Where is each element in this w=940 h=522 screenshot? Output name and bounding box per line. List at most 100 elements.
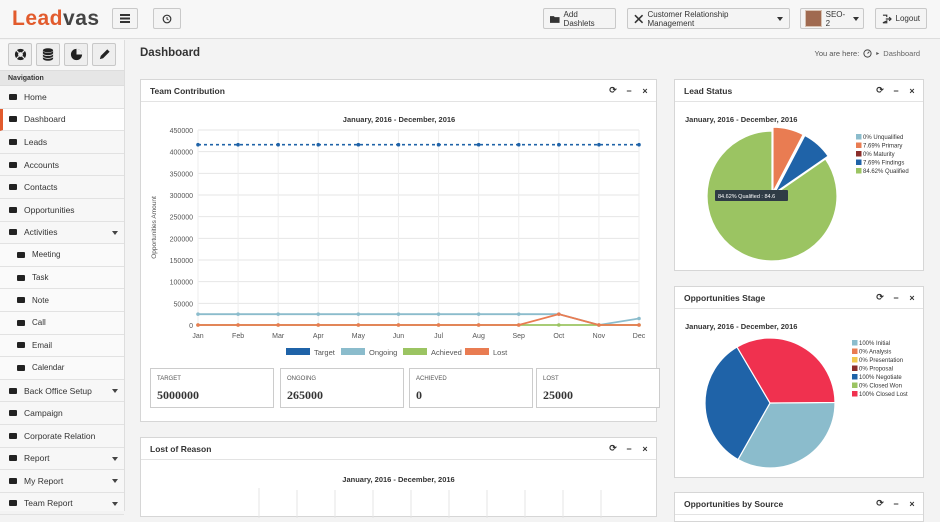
refresh-icon[interactable]: ⟳ xyxy=(609,443,617,453)
pie-slice[interactable] xyxy=(774,134,829,194)
refresh-icon[interactable]: ⟳ xyxy=(609,85,617,95)
legend-swatch xyxy=(852,374,858,380)
user-name: SEO-2 xyxy=(825,9,846,28)
panel-controls: ⟳ − × xyxy=(876,85,916,96)
user-menu[interactable]: SEO-2 xyxy=(800,8,864,29)
module-dropdown[interactable]: Customer Relationship Management xyxy=(627,8,790,29)
close-icon[interactable]: × xyxy=(909,498,915,509)
sidebar-item-campaign[interactable]: Campaign xyxy=(0,402,124,425)
data-point-target[interactable] xyxy=(356,142,361,147)
sidebar-item-call[interactable]: Call xyxy=(0,311,124,335)
pie-slice[interactable] xyxy=(704,346,771,461)
sidebar-item-dashboard[interactable]: Dashboard xyxy=(0,108,124,132)
logo-part-1: Lead xyxy=(12,7,64,30)
data-point-target[interactable] xyxy=(276,142,280,147)
refresh-icon[interactable]: ⟳ xyxy=(876,292,884,302)
data-point-ongoing[interactable] xyxy=(476,312,481,316)
history-icon xyxy=(162,14,172,23)
add-dashlets-button[interactable]: Add Dashlets xyxy=(543,8,616,29)
support-tool-button[interactable] xyxy=(8,43,32,66)
sidebar-nav-list: Home Dashboard Leads Accounts Contacts Opport… xyxy=(0,86,124,516)
data-point-lost[interactable] xyxy=(476,323,481,327)
pie-slice[interactable] xyxy=(736,337,836,404)
legend-item-achieved[interactable]: Achieved xyxy=(403,348,462,357)
data-point-target[interactable] xyxy=(597,142,601,147)
minimize-icon[interactable]: − xyxy=(893,498,899,509)
app-logo[interactable]: Leadvas xyxy=(12,7,100,31)
data-point-ongoing[interactable] xyxy=(436,312,441,316)
sidebar-item-corporate-relation[interactable]: Corporate Relation xyxy=(0,425,124,448)
close-icon[interactable]: × xyxy=(642,443,648,454)
minimize-icon[interactable]: − xyxy=(626,443,632,454)
data-point-target[interactable] xyxy=(236,142,240,147)
minimize-icon[interactable]: − xyxy=(893,292,899,303)
sidebar-item-home[interactable]: Home xyxy=(0,86,124,109)
data-point-ongoing[interactable] xyxy=(637,316,641,321)
data-point-ongoing[interactable] xyxy=(236,312,240,316)
data-point-target[interactable] xyxy=(436,142,441,147)
data-point-ongoing[interactable] xyxy=(396,312,401,316)
breadcrumb-current[interactable]: Dashboard xyxy=(883,49,920,58)
close-icon[interactable]: × xyxy=(642,85,648,96)
sidebar-item-calendar[interactable]: Calendar xyxy=(0,357,124,380)
sidebar-item-activities[interactable]: Activities xyxy=(0,222,124,245)
sidebar-item-report[interactable]: Report xyxy=(0,448,124,471)
data-point-lost[interactable] xyxy=(436,323,441,327)
data-point-lost[interactable] xyxy=(196,323,200,327)
pie-slice[interactable] xyxy=(737,401,836,469)
edit-tool-button[interactable] xyxy=(92,43,116,66)
data-point-lost[interactable] xyxy=(356,323,361,327)
sidebar-item-task[interactable]: Task xyxy=(0,266,124,290)
database-tool-button[interactable] xyxy=(36,43,60,66)
data-point-ongoing[interactable] xyxy=(516,312,521,316)
sidebar-item-back-office-setup[interactable]: Back Office Setup xyxy=(0,380,124,403)
legend-item-lost[interactable]: Lost xyxy=(465,348,508,357)
data-point-lost[interactable] xyxy=(236,323,240,327)
data-point-ongoing[interactable] xyxy=(316,312,321,316)
data-point-target[interactable] xyxy=(196,142,200,147)
history-button[interactable] xyxy=(153,8,181,29)
legend-swatch xyxy=(856,134,862,140)
data-point-lost[interactable] xyxy=(637,323,641,327)
sidebar-item-leads[interactable]: Leads xyxy=(0,131,124,154)
kpi-ongoing: ONGOING 265000 xyxy=(280,368,404,408)
data-point-achieved[interactable] xyxy=(557,323,561,327)
refresh-icon[interactable]: ⟳ xyxy=(876,85,884,95)
legend-item-target[interactable]: Target xyxy=(286,348,336,357)
sidebar-item-accounts[interactable]: Accounts xyxy=(0,154,124,177)
data-point-target[interactable] xyxy=(316,142,321,147)
menu-toggle-button[interactable] xyxy=(112,8,138,29)
data-point-target[interactable] xyxy=(476,142,481,147)
data-point-target[interactable] xyxy=(516,142,521,147)
data-point-target[interactable] xyxy=(637,142,641,147)
sidebar-item-opportunities[interactable]: Opportunities xyxy=(0,199,124,222)
data-point-ongoing[interactable] xyxy=(276,312,280,316)
sidebar-item-team-report[interactable]: Team Report xyxy=(0,493,124,516)
data-point-lost[interactable] xyxy=(396,323,401,327)
pie-slice[interactable] xyxy=(772,126,804,193)
refresh-icon[interactable]: ⟳ xyxy=(876,498,884,508)
close-icon[interactable]: × xyxy=(909,292,915,303)
tooltip-text: 84.62% Qualified : 84.6 xyxy=(718,194,775,200)
data-point-lost[interactable] xyxy=(276,323,280,327)
data-point-lost[interactable] xyxy=(316,323,321,327)
sidebar-item-meeting[interactable]: Meeting xyxy=(0,244,124,267)
minimize-icon[interactable]: − xyxy=(893,85,899,96)
close-icon[interactable]: × xyxy=(909,85,915,96)
data-point-ongoing[interactable] xyxy=(356,312,361,316)
logout-button[interactable]: Logout xyxy=(875,8,927,29)
sidebar-item-note[interactable]: Note xyxy=(0,289,124,312)
sidebar-item-email[interactable]: Email xyxy=(0,334,124,358)
pie-chart-tool-button[interactable] xyxy=(64,43,88,66)
data-point-lost[interactable] xyxy=(516,323,521,327)
data-point-target[interactable] xyxy=(557,142,561,147)
data-point-ongoing[interactable] xyxy=(196,312,200,316)
sidebar-item-label: Dashboard xyxy=(24,114,66,125)
data-point-lost[interactable] xyxy=(557,312,561,316)
legend-item-ongoing[interactable]: Ongoing xyxy=(341,348,397,357)
minimize-icon[interactable]: − xyxy=(626,85,632,96)
data-point-lost[interactable] xyxy=(597,323,601,327)
sidebar-item-contacts[interactable]: Contacts xyxy=(0,176,124,199)
data-point-target[interactable] xyxy=(396,142,401,147)
sidebar-item-my-report[interactable]: My Report xyxy=(0,470,124,493)
